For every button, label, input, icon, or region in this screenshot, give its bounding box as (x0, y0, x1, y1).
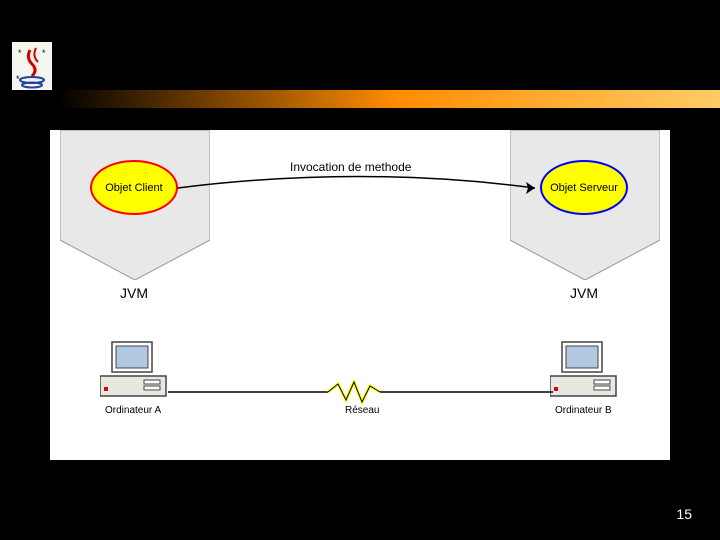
title-underline (0, 90, 720, 108)
invocation-arrow (170, 170, 550, 210)
svg-text:*: * (18, 48, 22, 58)
svg-text:*: * (42, 48, 46, 58)
page-number: 15 (676, 506, 692, 522)
jvm-left-label: JVM (120, 285, 148, 301)
slide-title: Invocation de méthodes distantes (58, 48, 537, 90)
client-object-circle: Objet Client (90, 160, 178, 215)
computer-left-label: Ordinateur A (105, 405, 161, 416)
server-object-circle: Objet Serveur (540, 160, 628, 215)
computer-right-label: Ordinateur B (555, 405, 612, 416)
network-label: Réseau (345, 405, 379, 416)
java-logo: * * * (12, 42, 52, 92)
client-object-label: Objet Client (105, 182, 162, 194)
computer-left (100, 340, 170, 400)
svg-text:*: * (16, 74, 20, 84)
jvm-right-label: JVM (570, 285, 598, 301)
computer-right (550, 340, 620, 400)
slide: * * * Invocation de méthodes distantes O… (0, 0, 720, 540)
server-object-label: Objet Serveur (550, 182, 618, 194)
diagram-area: Objet Client Objet Serveur Invocation de… (50, 130, 670, 460)
